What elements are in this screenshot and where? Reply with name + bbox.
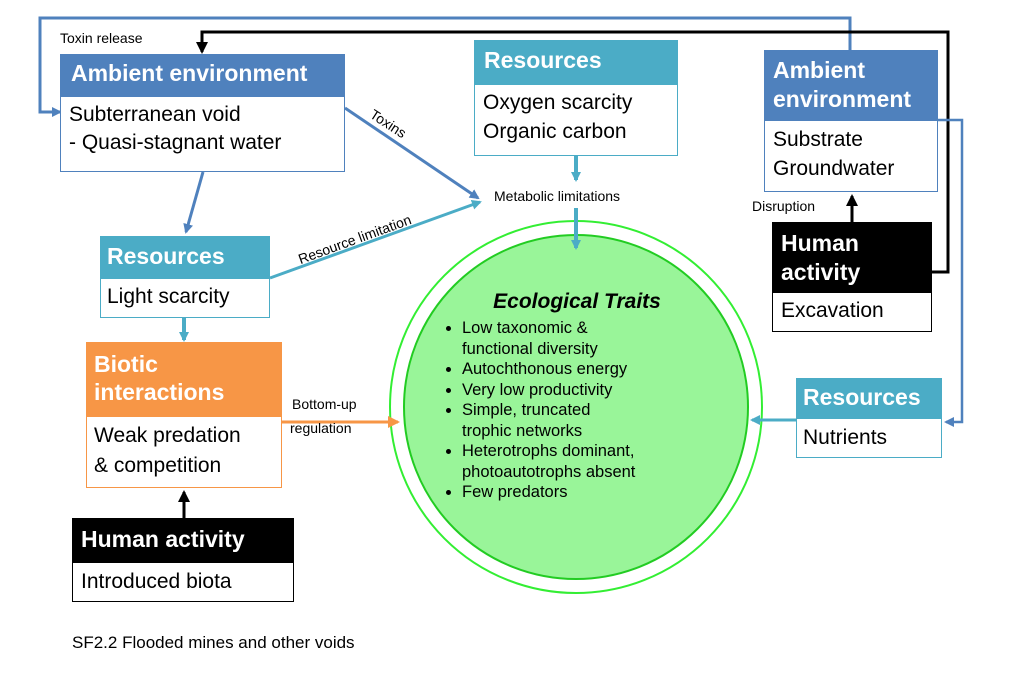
trait-item: Simple, truncated trophic networks — [462, 400, 712, 441]
resources-nutrients-box: Resources Nutrients — [796, 378, 942, 458]
trait-item: Heterotrophs dominant, photoautotrophs ab… — [462, 441, 712, 482]
toxin-release-arrow — [38, 16, 852, 117]
box-header: Resources — [797, 379, 941, 419]
human-activity-bottom-box: Human activity Introduced biota — [72, 518, 294, 602]
trait-item: Very low productivity — [462, 380, 712, 401]
trait-item: Autochthonous energy — [462, 359, 712, 380]
trait-line: Low taxonomic & — [462, 319, 588, 337]
toxin-release-label: Toxin release — [58, 30, 145, 46]
box-line: - Quasi-stagnant water — [69, 131, 282, 154]
ecological-traits: Ecological Traits Low taxonomic & functio… — [442, 290, 712, 503]
box-line: & competition — [94, 454, 222, 477]
trait-line: Heterotrophs dominant, — [462, 442, 635, 460]
excavation-loop-arrow — [196, 30, 950, 274]
box-line: Organic carbon — [483, 120, 627, 143]
box-line: Substrate — [773, 128, 863, 151]
box-line: Weak predation — [94, 424, 241, 447]
trait-line: Autochthonous energy — [462, 360, 628, 378]
box-header: environment — [773, 86, 912, 112]
box-line: Nutrients — [803, 426, 888, 449]
traits-list: Low taxonomic & functional diversity Autoc… — [442, 318, 712, 503]
box-line: Excavation — [781, 299, 884, 322]
figure-caption: SF2.2 Flooded mines and other voids — [72, 633, 355, 652]
ambient-environment-left-box: Ambient environment Subterranean void - … — [60, 54, 345, 172]
box-header: interactions — [94, 379, 225, 405]
resources-light-box: Resources Light scarcity — [100, 236, 270, 318]
box-header: Ambient — [773, 57, 865, 83]
metabolic-limitations-label: Metabolic limitations — [494, 188, 621, 204]
box-line: Oxygen scarcity — [483, 91, 633, 114]
box-line: Introduced biota — [81, 570, 232, 593]
trait-item: Low taxonomic & functional diversity — [462, 318, 712, 359]
biotic-interactions-box: Biotic interactions Weak predation & com… — [86, 342, 282, 488]
disruption-label: Disruption — [752, 198, 816, 214]
ambient-to-light-arrow — [183, 171, 205, 234]
trait-item: Few predators — [462, 482, 712, 503]
bottom-up-label: Bottom-up — [292, 396, 357, 412]
box-header: Ambient environment — [61, 55, 344, 97]
box-line: Light scarcity — [107, 285, 230, 308]
box-header: activity — [781, 259, 861, 285]
trait-line: Few predators — [462, 483, 568, 501]
box-line: Groundwater — [773, 157, 895, 180]
resources-top-box: Resources Oxygen scarcity Organic carbon — [474, 40, 678, 156]
box-header: Resources — [475, 41, 677, 85]
ambient-environment-right-box: Ambient environment Substrate Groundwate… — [764, 50, 938, 192]
human-activity-right-box: Human activity Excavation — [772, 222, 932, 332]
box-header: Resources — [101, 237, 269, 279]
traits-title: Ecological Traits — [493, 290, 661, 313]
toxins-arrow — [344, 106, 480, 200]
trait-line: photoautotrophs absent — [462, 462, 636, 481]
trait-line: Very low productivity — [462, 380, 613, 399]
ambient-to-nutrients-arrow — [938, 118, 964, 427]
regulation-label: regulation — [290, 420, 352, 436]
box-header: Human activity — [73, 519, 293, 563]
resource-limitation-arrow — [269, 200, 482, 280]
box-header: Biotic — [94, 351, 158, 377]
box-line: Subterranean void — [69, 103, 241, 126]
trait-line: functional diversity — [462, 339, 598, 358]
trait-line: Simple, truncated — [462, 401, 591, 419]
box-header: Human — [781, 230, 859, 256]
trait-line: trophic networks — [462, 421, 583, 440]
